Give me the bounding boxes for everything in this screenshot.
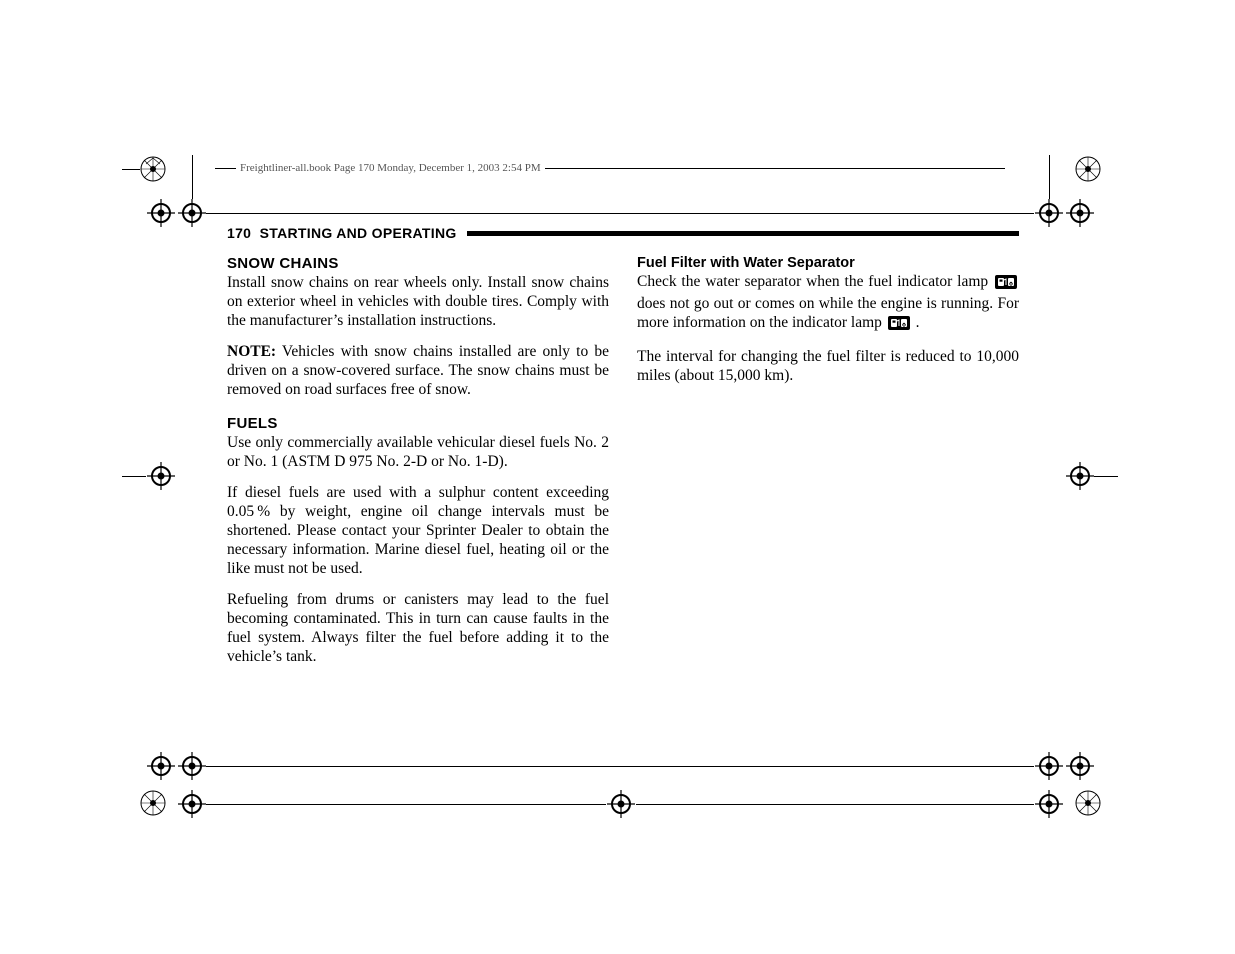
hairline [122, 476, 146, 477]
reg-crosshair [178, 790, 206, 818]
snow-chains-note: NOTE: Vehicles with snow chains installe… [227, 343, 609, 400]
page: Freightliner-all.book Page 170 Monday, D… [0, 0, 1235, 954]
book-header-text: Freightliner-all.book Page 170 Monday, D… [236, 162, 545, 174]
heading-snow-chains: SNOW CHAINS [227, 255, 609, 272]
reg-crosshair [1035, 752, 1063, 780]
reg-crosshair [147, 199, 175, 227]
fuels-para3: Refueling from drums or canisters may le… [227, 591, 609, 667]
hairline [206, 766, 1034, 767]
fuel-indicator-icon [888, 316, 910, 336]
reg-star-top-right [1075, 156, 1101, 182]
hairline [122, 169, 140, 170]
fuel-filter-para1: Check the water separator when the fuel … [637, 273, 1019, 336]
running-head: 170 STARTING AND OPERATING [227, 225, 1019, 241]
note-text: Vehicles with snow chains installed are … [227, 343, 609, 398]
content-area: 170 STARTING AND OPERATING SNOW CHAINS I… [227, 225, 1019, 678]
reg-crosshair [607, 790, 635, 818]
section-title: STARTING AND OPERATING [260, 225, 457, 241]
reg-crosshair [1066, 462, 1094, 490]
heading-fuel-filter: Fuel Filter with Water Separator [637, 255, 1019, 271]
running-head-spacer [251, 225, 259, 241]
right-column: Fuel Filter with Water Separator Check t… [637, 255, 1019, 678]
page-number: 170 [227, 225, 251, 241]
fuels-para2: If diesel fuels are used with a sulphur … [227, 484, 609, 579]
note-label: NOTE: [227, 343, 276, 360]
fuel-indicator-icon [995, 275, 1017, 295]
hairline [206, 213, 1034, 214]
hairline [1049, 155, 1050, 199]
reg-crosshair [1066, 199, 1094, 227]
hairline [206, 804, 606, 805]
fuels-para1: Use only commercially available vehicula… [227, 434, 609, 472]
reg-crosshair [1035, 199, 1063, 227]
snow-chains-para1: Install snow chains on rear wheels only.… [227, 274, 609, 331]
fuel-filter-text-c: . [912, 314, 920, 331]
heading-fuels: FUELS [227, 415, 609, 432]
running-head-rule [467, 231, 1019, 236]
reg-crosshair [147, 462, 175, 490]
reg-crosshair [1066, 752, 1094, 780]
reg-crosshair [178, 199, 206, 227]
reg-star-top-left [140, 156, 166, 182]
fuel-filter-text-b: does not go out or comes on while the en… [637, 295, 1019, 331]
hairline [1094, 476, 1118, 477]
hairline [192, 155, 193, 199]
fuel-filter-para2: The interval for changing the fuel filte… [637, 348, 1019, 386]
reg-crosshair [1035, 790, 1063, 818]
fuel-filter-text-a: Check the water separator when the fuel … [637, 273, 993, 290]
reg-star-bottom-left [140, 790, 166, 816]
two-column-layout: SNOW CHAINS Install snow chains on rear … [227, 255, 1019, 678]
reg-star-bottom-right [1075, 790, 1101, 816]
reg-crosshair [178, 752, 206, 780]
hairline [636, 804, 1034, 805]
reg-crosshair [147, 752, 175, 780]
left-column: SNOW CHAINS Install snow chains on rear … [227, 255, 609, 678]
